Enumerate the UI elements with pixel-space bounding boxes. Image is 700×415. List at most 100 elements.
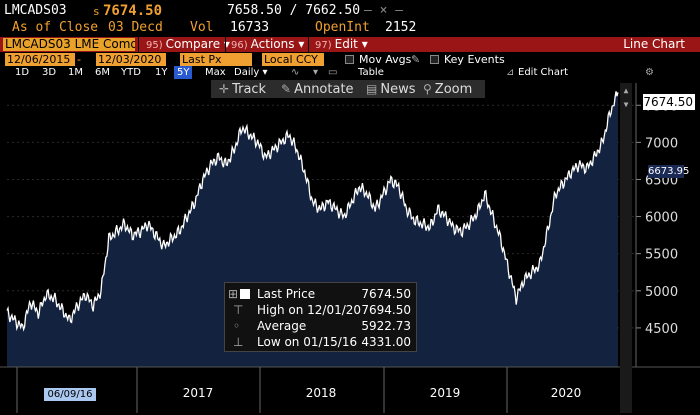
legend-row-last-price: ⊞ Last Price 7674.50 xyxy=(225,286,415,302)
chevron-down-icon: ▾ xyxy=(262,67,268,78)
security-field[interactable]: LMCADS03 LME Comd xyxy=(3,38,135,51)
price-field-select[interactable]: Last Px xyxy=(180,53,252,66)
line-chart-icon[interactable]: ∿ xyxy=(291,67,300,78)
end-date-field[interactable]: 12/03/2020 xyxy=(96,53,166,66)
range-tab-3d[interactable]: 3D xyxy=(42,67,57,78)
crosshair-icon: ✛ xyxy=(219,82,230,96)
scroll-up-icon: ▲ xyxy=(624,86,629,95)
toolbar-divider xyxy=(308,37,309,52)
y-tick-label: 5500 xyxy=(645,248,678,263)
chevron-down-icon: ▾ xyxy=(298,37,305,51)
x-axis: 2017 2018 2019 2020 xyxy=(0,366,700,413)
window-controls[interactable]: – × – xyxy=(364,3,404,18)
actions-button[interactable]: 96) Actions ▾ xyxy=(231,37,304,52)
last-price-suffix: s xyxy=(93,5,100,18)
currency-select[interactable]: Local CCY xyxy=(262,53,324,66)
ticker-symbol[interactable]: LMCADS03 xyxy=(4,3,67,18)
legend-value: 5922.73 xyxy=(361,319,411,333)
search-icon: ⚲ xyxy=(423,82,432,96)
edit-button[interactable]: 97) Edit ▾ xyxy=(315,37,368,52)
low-marker-icon: ⊥ xyxy=(233,335,244,349)
price-line xyxy=(6,91,619,332)
start-date-marker: 06/09/16 xyxy=(44,388,96,401)
chart-settings-row: 12/06/2015 - 12/03/2020 Last Px Local CC… xyxy=(0,53,700,66)
gear-icon[interactable]: ⚙ xyxy=(645,67,654,78)
range-tab-max[interactable]: Max xyxy=(205,67,226,78)
chevron-down-icon: ▾ xyxy=(223,37,230,51)
range-tab-5y[interactable]: 5Y xyxy=(174,66,193,79)
key-events-label: Key Events xyxy=(444,53,505,66)
scroll-down-icon: ▼ xyxy=(624,100,629,109)
chart-icon: ⊿ xyxy=(506,67,515,78)
compare-label: Compare xyxy=(165,37,221,51)
legend-row-high: ⊤ High on 12/01/20 7694.50 xyxy=(225,302,415,318)
chart-style-icon[interactable]: ▭ xyxy=(328,67,338,78)
chart-tools-bar: ✛ Track ✎ Annotate ▤ News ⚲ Zoom xyxy=(211,80,485,98)
y-tick-label: 6000 xyxy=(645,211,678,226)
start-date-field[interactable]: 12/06/2015 xyxy=(5,53,75,66)
y-tick-label: 5000 xyxy=(645,285,678,300)
edit-number: 97) xyxy=(315,40,332,51)
range-tab-1y[interactable]: 1Y xyxy=(155,67,168,78)
bid-ask-quote: 7658.50 / 7662.50 xyxy=(227,3,361,18)
news-label: News xyxy=(380,82,416,97)
range-tab-1d[interactable]: 1D xyxy=(15,67,30,78)
edit-label: Edit xyxy=(334,37,358,51)
chevron-down-icon: ▾ xyxy=(361,37,368,51)
compare-button[interactable]: 95) Compare ▾ xyxy=(146,37,230,52)
track-label: Track xyxy=(232,82,267,97)
toolbar-divider xyxy=(138,37,139,52)
function-toolbar: LMCADS03 LME Comd 95) Compare ▾ 96) Action… xyxy=(0,37,700,52)
key-events-checkbox[interactable] xyxy=(430,55,439,64)
mov-avgs-label: Mov Avgs xyxy=(359,53,412,66)
legend-label: Average xyxy=(257,319,307,333)
x-tick-label: 2017 xyxy=(183,386,214,400)
white-square-icon xyxy=(240,289,250,299)
scrollbar-track xyxy=(620,83,632,413)
close-info-row: As of Close 03 Decd Vol 16733 OpenInt 21… xyxy=(0,20,700,36)
x-tick-label: 2020 xyxy=(551,386,582,400)
vol-value: 16733 xyxy=(230,20,270,35)
range-tab-1m[interactable]: 1M xyxy=(68,67,83,78)
mov-avgs-checkbox[interactable] xyxy=(345,55,354,64)
table-button[interactable]: Table xyxy=(358,67,384,78)
chevron-down-icon[interactable]: ▾ xyxy=(313,67,319,78)
legend-row-low: ⊥ Low on 01/15/16 4331.00 xyxy=(225,334,415,350)
chart-scrollbar: ▲▼ xyxy=(620,83,632,413)
range-tab-ytd[interactable]: YTD xyxy=(121,67,141,78)
zoom-tool[interactable]: ⚲ Zoom xyxy=(423,80,472,99)
y-tick-label: 4500 xyxy=(645,322,678,337)
compare-number: 95) xyxy=(146,40,163,51)
range-tab-6m[interactable]: 6M xyxy=(95,67,110,78)
actions-number: 96) xyxy=(231,40,248,51)
pencil-icon[interactable]: ✎ xyxy=(411,53,421,66)
legend-label: Low on 01/15/16 xyxy=(257,335,358,349)
pencil-icon: ✎ xyxy=(281,82,292,96)
y-axis: 4500500055006000650070007500 xyxy=(635,83,678,367)
last-value-marker: 7674.50 xyxy=(643,94,695,110)
frequency-label: Daily xyxy=(234,67,260,78)
openint-value: 2152 xyxy=(385,20,417,35)
vol-label: Vol xyxy=(190,20,214,35)
news-tool[interactable]: ▤ News xyxy=(366,80,415,99)
track-tool[interactable]: ✛ Track xyxy=(219,80,266,99)
frequency-select[interactable]: Daily ▾ xyxy=(234,66,268,79)
range-tabs-row: 1D 3D 1M 6M YTD 1Y 5Y Max Daily ▾ ∿ ▾ ▭ … xyxy=(0,66,700,79)
legend-label: Last Price xyxy=(257,287,316,301)
high-marker-icon: ⊤ xyxy=(233,303,244,317)
date-range-dash: - xyxy=(77,53,81,66)
annotate-tool[interactable]: ✎ Annotate xyxy=(281,80,354,99)
grid-icon: ⊞ xyxy=(228,287,239,301)
toolbar-divider xyxy=(225,37,226,52)
average-value-marker: 6673.95 xyxy=(648,165,690,178)
zoom-label: Zoom xyxy=(434,82,473,97)
chart-legend[interactable]: ⊞ Last Price 7674.50 ⊤ High on 12/01/20 … xyxy=(224,282,417,352)
edit-chart-button[interactable]: Edit Chart xyxy=(518,67,569,78)
actions-label: Actions xyxy=(250,37,295,51)
ticker-header: LMCADS03 s 7674.50 7658.50 / 7662.50 – ×… xyxy=(0,3,700,19)
news-icon: ▤ xyxy=(366,82,378,96)
as-of-value: 03 Decd xyxy=(108,20,163,35)
price-chart[interactable]: 4500500055006000650070007500 20172018201… xyxy=(0,79,700,415)
x-tick-label: 2019 xyxy=(430,386,461,400)
last-price: 7674.50 xyxy=(103,3,163,19)
